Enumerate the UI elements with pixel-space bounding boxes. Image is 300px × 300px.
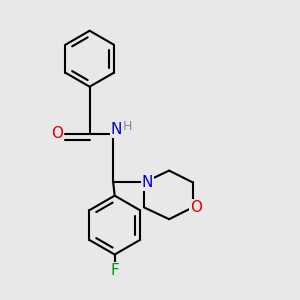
Text: F: F	[110, 263, 119, 278]
Text: O: O	[190, 200, 202, 215]
Text: N: N	[141, 175, 153, 190]
Text: H: H	[123, 120, 132, 133]
Text: O: O	[51, 126, 63, 141]
Text: N: N	[110, 122, 122, 137]
